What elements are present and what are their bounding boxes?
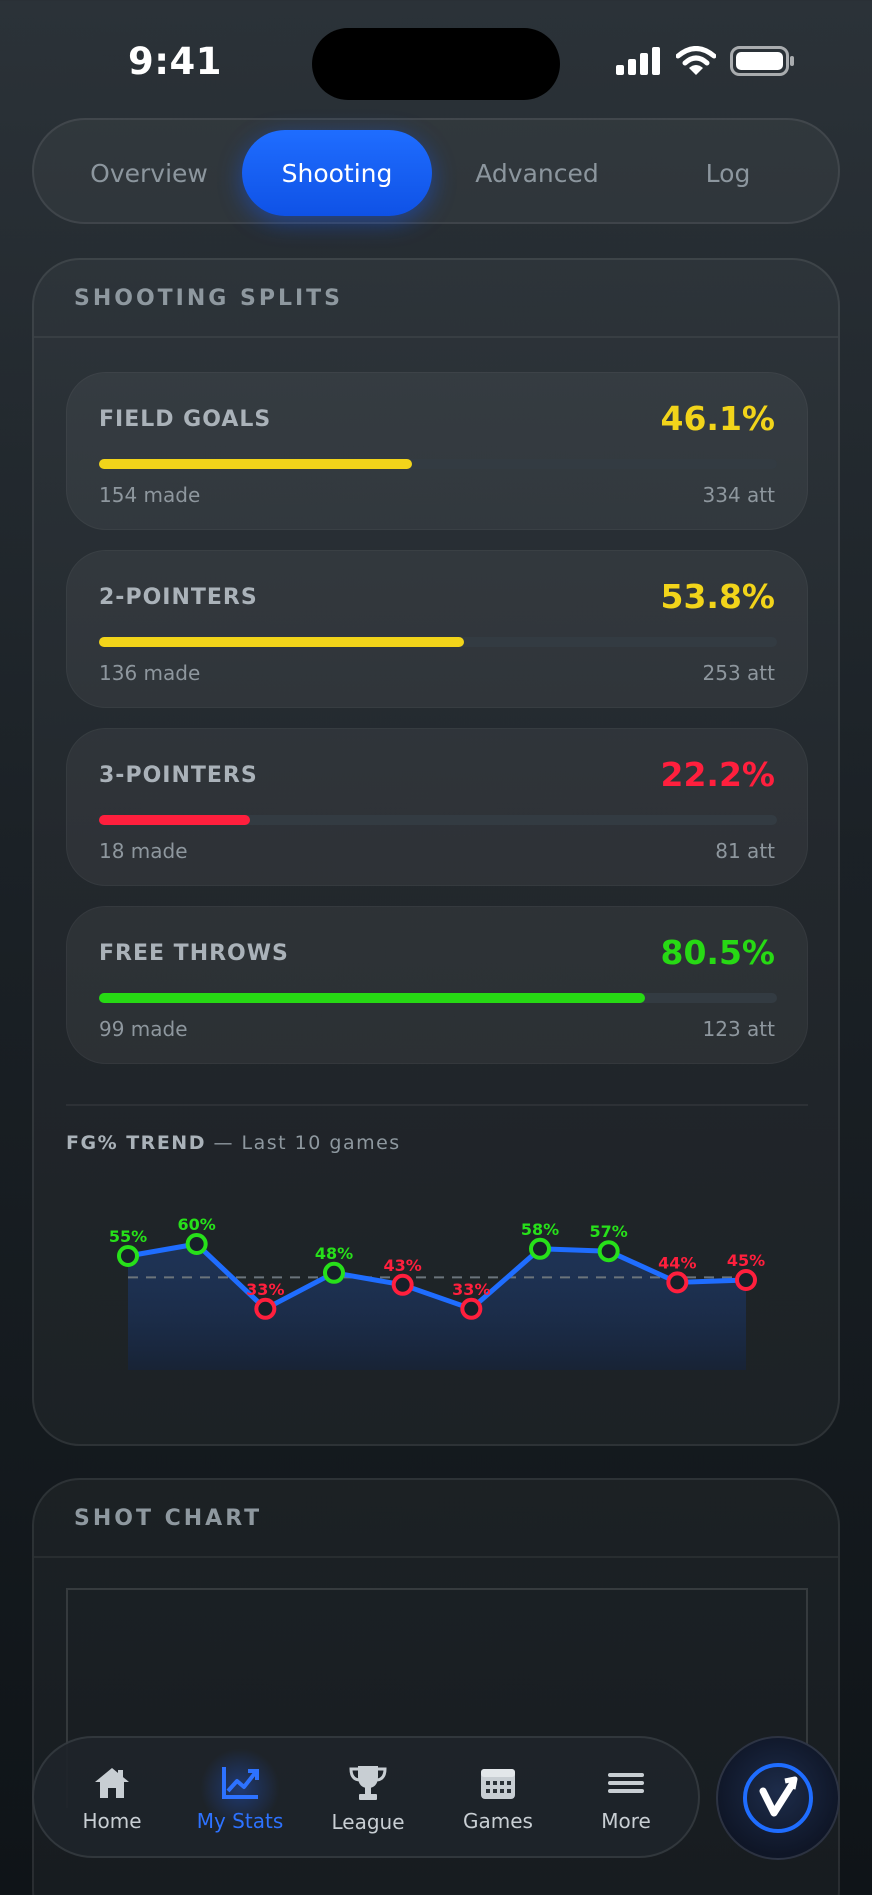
wifi-icon (676, 46, 716, 75)
trophy-icon (349, 1766, 387, 1800)
progress-fill (99, 815, 250, 825)
status-icons (616, 46, 796, 76)
trend-point-label: 44% (658, 1253, 696, 1272)
attempt-count: 334 att (702, 483, 775, 507)
split-two-pointers: 2-POINTERS 53.8% 136 made 253 att (66, 550, 808, 708)
trend-point[interactable] (460, 1297, 483, 1320)
tab-log[interactable]: Log (705, 158, 751, 188)
nav-games[interactable]: Games (438, 1738, 558, 1860)
trend-point[interactable] (666, 1271, 689, 1294)
shot-chart-court[interactable] (66, 1588, 808, 1808)
progress-track (99, 459, 777, 469)
made-count: 18 made (99, 839, 188, 863)
fg-trend-chart: 55% 60% 33% 48% 43% 33% 58% 57% 44% 45% (109, 1215, 765, 1370)
trend-title-main: FG% TREND (66, 1132, 206, 1154)
trend-point-label: 43% (384, 1256, 422, 1275)
nav-label: Games (463, 1809, 533, 1833)
attempt-count: 253 att (702, 661, 775, 685)
active-glow (200, 1748, 280, 1828)
split-three-pointers: 3-POINTERS 22.2% 18 made 81 att (66, 728, 808, 886)
trend-point-label: 55% (109, 1227, 147, 1246)
quick-action-button[interactable] (716, 1736, 840, 1860)
split-percentage: 46.1% (660, 399, 776, 438)
calendar-icon (481, 1769, 515, 1799)
progress-fill (99, 993, 645, 1003)
split-percentage: 53.8% (660, 577, 776, 616)
trend-point[interactable] (323, 1261, 345, 1284)
nav-label: League (331, 1810, 405, 1834)
menu-icon (608, 1773, 644, 1793)
trend-title: FG% TREND — Last 10 games (66, 1132, 401, 1154)
stats-icon (222, 1767, 259, 1799)
battery-icon (730, 46, 794, 76)
nav-label: My Stats (196, 1809, 284, 1833)
stats-tabs: Overview Shooting Advanced Log (32, 118, 840, 224)
shooting-splits-card: SHOOTING SPLITS FIELD GOALS 46.1% 154 ma… (32, 258, 840, 1446)
split-label: FIELD GOALS (99, 407, 272, 432)
made-count: 154 made (99, 483, 201, 507)
nav-league[interactable]: League (308, 1738, 428, 1860)
trend-point-label: 45% (727, 1251, 765, 1270)
trend-area (128, 1244, 746, 1370)
trend-point-label: 33% (246, 1280, 284, 1299)
made-count: 99 made (99, 1017, 188, 1041)
progress-track (99, 815, 777, 825)
tab-overview[interactable]: Overview (90, 158, 208, 188)
split-percentage: 22.2% (660, 755, 776, 794)
tab-advanced[interactable]: Advanced (475, 158, 599, 188)
progress-track (99, 637, 777, 647)
nav-my-stats[interactable]: My Stats (180, 1738, 300, 1860)
nav-label: More (601, 1809, 651, 1833)
divider (34, 1556, 838, 1558)
split-percentage: 80.5% (660, 933, 776, 972)
progress-fill (99, 637, 464, 647)
shot-chart-card: SHOT CHART (32, 1478, 840, 1895)
trend-point[interactable] (529, 1237, 551, 1260)
trend-subtitle: — Last 10 games (205, 1132, 401, 1154)
bottom-nav: Home My Stats League Games (32, 1736, 700, 1858)
split-label: 2-POINTERS (99, 585, 258, 610)
card-title: SHOT CHART (74, 1506, 263, 1531)
trend-point[interactable] (117, 1245, 139, 1267)
trend-point[interactable] (391, 1273, 414, 1296)
nav-more[interactable]: More (566, 1738, 686, 1860)
logo-icon (743, 1763, 813, 1833)
trend-line (127, 1241, 747, 1312)
split-field-goals: FIELD GOALS 46.1% 154 made 334 att (66, 372, 808, 530)
trend-point-label: 60% (178, 1215, 216, 1234)
trend-point[interactable] (597, 1240, 620, 1263)
status-bar: 9:41 (0, 0, 872, 110)
trend-point-label: 48% (315, 1244, 353, 1263)
tab-shooting[interactable]: Shooting (242, 130, 432, 216)
progress-fill (99, 459, 412, 469)
trend-point[interactable] (735, 1269, 757, 1291)
split-label: 3-POINTERS (99, 763, 258, 788)
split-free-throws: FREE THROWS 80.5% 99 made 123 att (66, 906, 808, 1064)
made-count: 136 made (99, 661, 201, 685)
dynamic-island (312, 28, 560, 100)
signal-icon (616, 47, 660, 75)
card-title: SHOOTING SPLITS (74, 286, 344, 311)
split-label: FREE THROWS (99, 941, 289, 966)
nav-home[interactable]: Home (52, 1738, 172, 1860)
divider (66, 1104, 808, 1106)
trend-point-label: 58% (521, 1220, 559, 1239)
trend-point[interactable] (185, 1233, 208, 1255)
nav-label: Home (82, 1809, 142, 1833)
trend-point[interactable] (254, 1297, 277, 1320)
trend-point-label: 33% (452, 1280, 490, 1299)
attempt-count: 81 att (715, 839, 775, 863)
attempt-count: 123 att (702, 1017, 775, 1041)
status-time: 9:41 (128, 40, 223, 83)
trend-point-label: 57% (590, 1222, 628, 1241)
progress-track (99, 993, 777, 1003)
home-icon (95, 1768, 129, 1798)
divider (34, 336, 838, 338)
